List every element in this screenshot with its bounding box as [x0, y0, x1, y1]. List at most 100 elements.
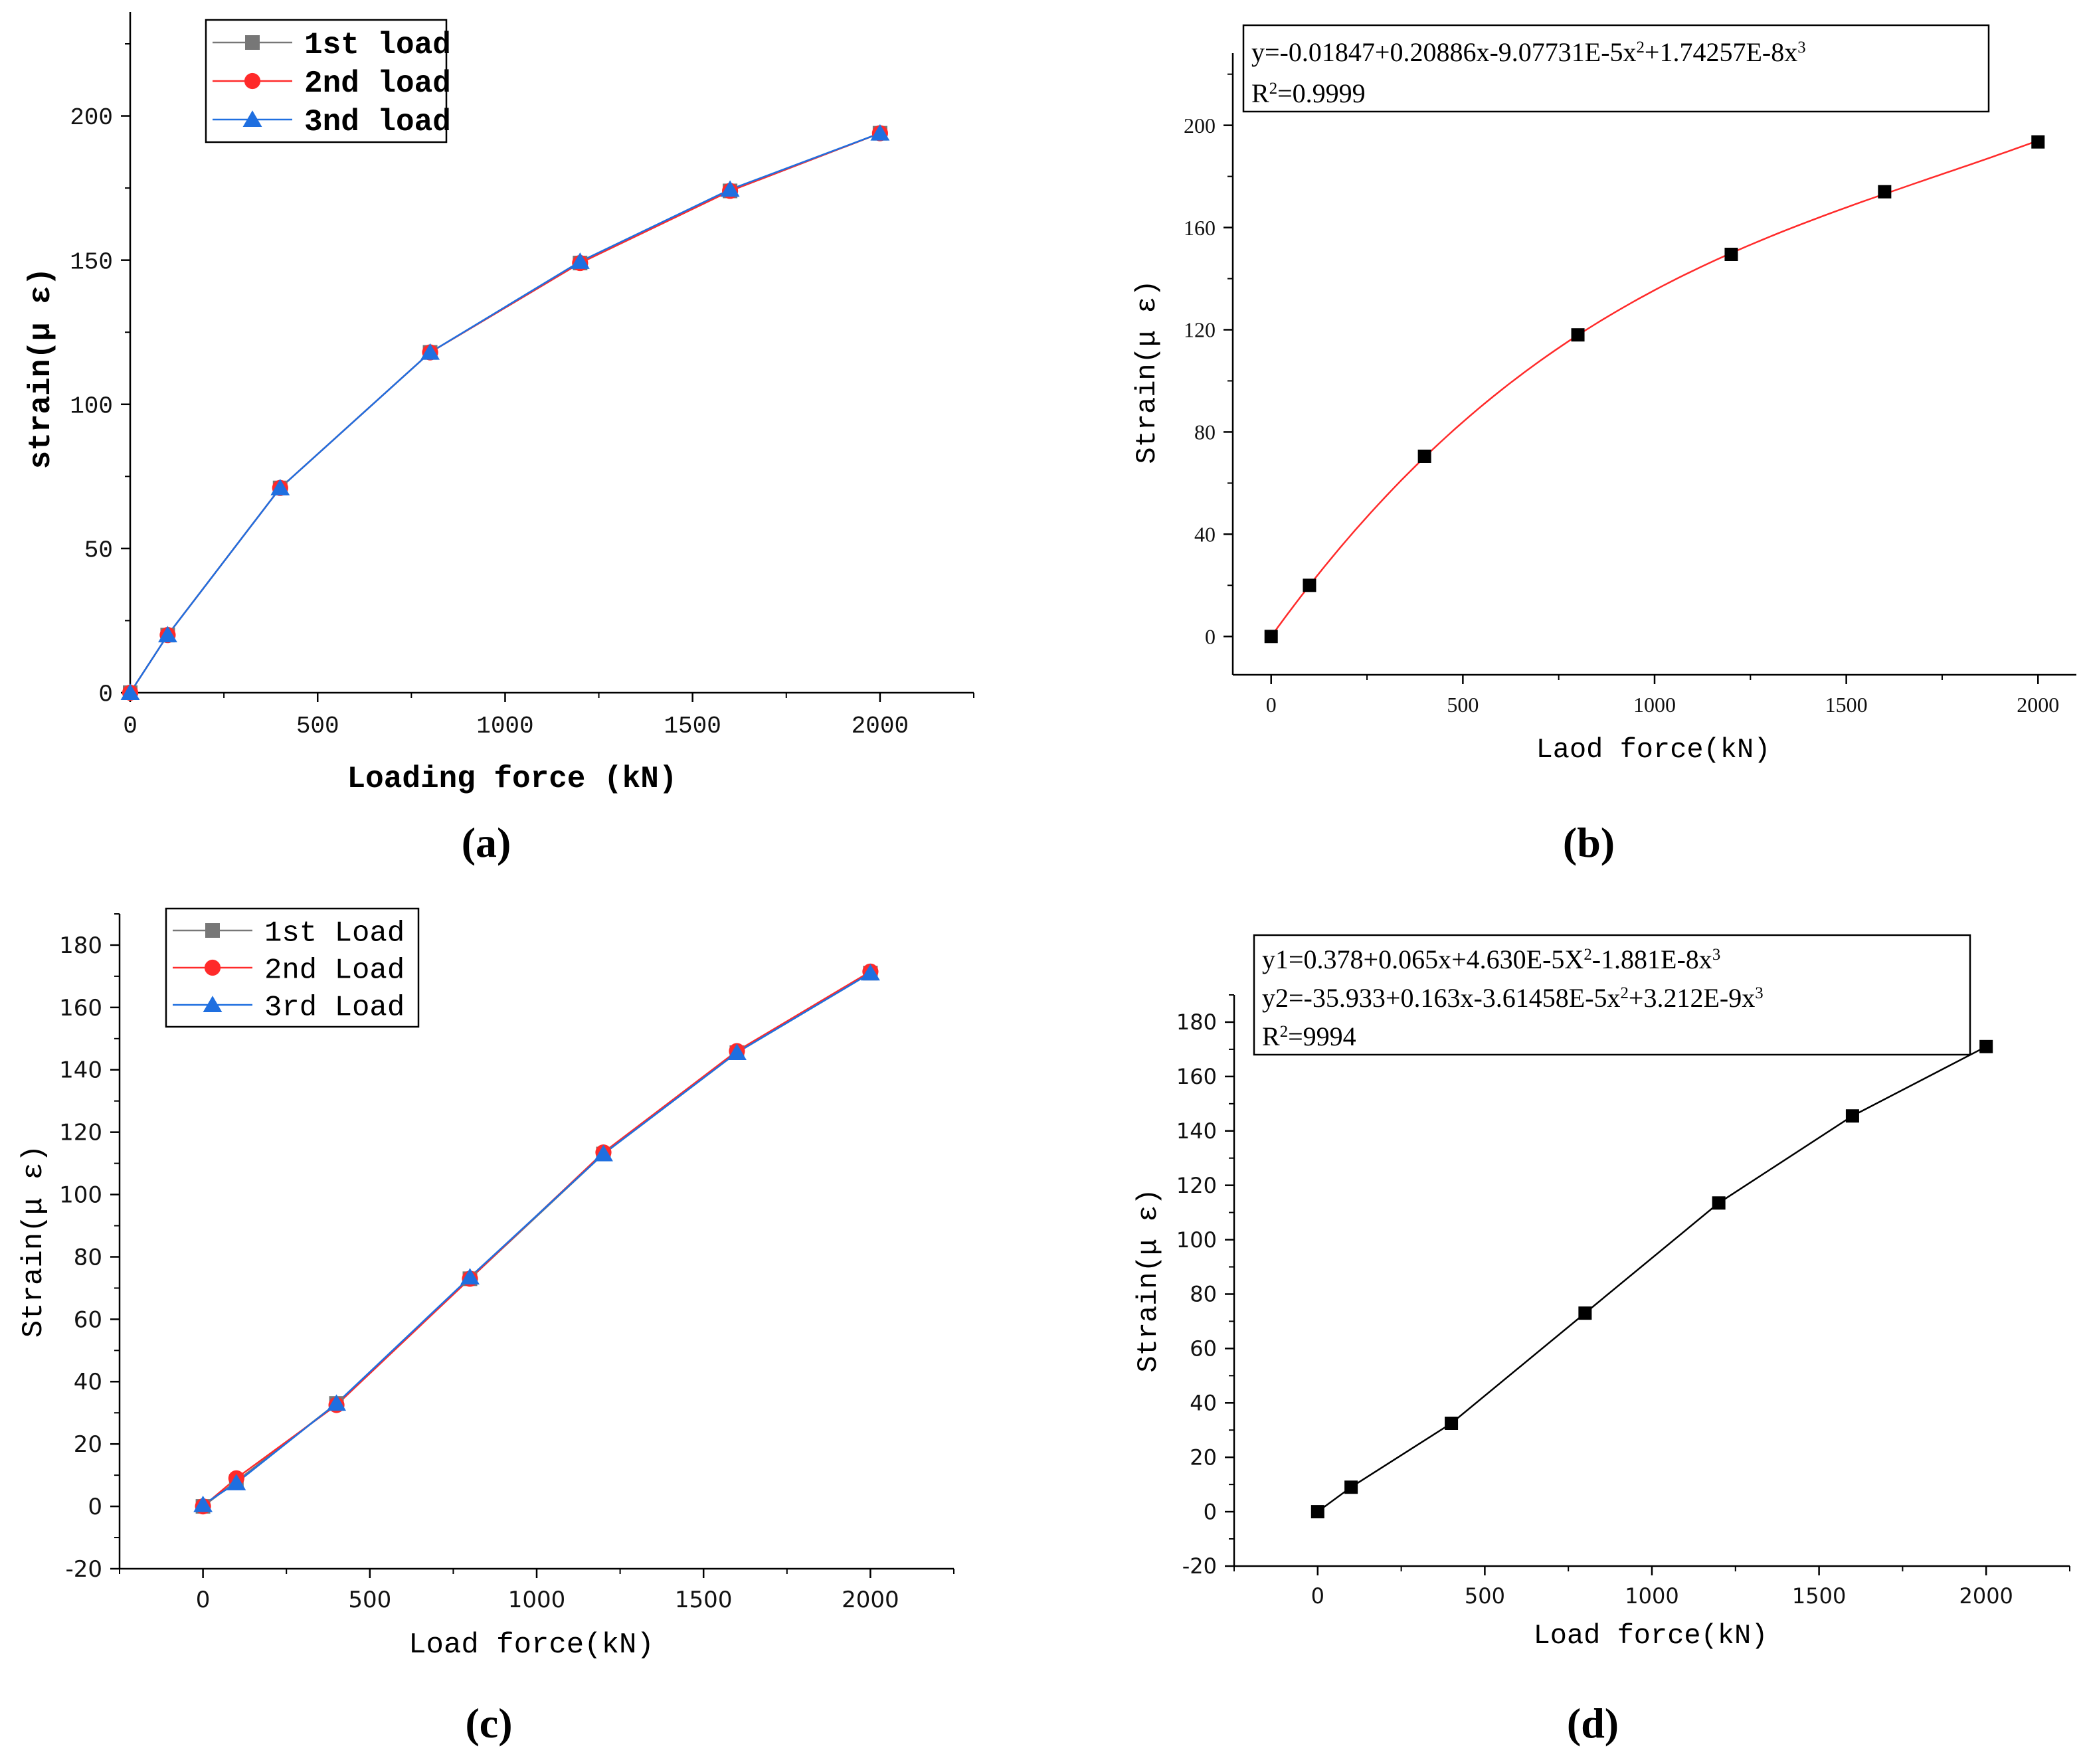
panel-a: 0 500 1000 1500 2000 0 50 100 150 200 Loading forc… — [24, 12, 974, 866]
y-axis-title: Strain(μ ε) — [1131, 280, 1163, 464]
y-tick-label: 40 — [1194, 523, 1216, 547]
y-tick-label: 120 — [1176, 1173, 1217, 1198]
y-tick-label: 160 — [1176, 1064, 1217, 1089]
data-point-series-0 — [1445, 1417, 1459, 1430]
data-point-series-0 — [1724, 247, 1738, 261]
annotation-text: +3.212E-9x — [1629, 983, 1755, 1013]
y-tick-label: 180 — [59, 932, 102, 959]
x-tick-label: 1500 — [675, 1587, 733, 1613]
annotation-text: =0.9999 — [1277, 78, 1366, 108]
equation-y1-text: y1=0.378+0.065x+4.630E-5X2-1.881E-8x3 — [1262, 944, 1720, 974]
data-point-series-0 — [1712, 1196, 1726, 1210]
x-tick-label: 500 — [1447, 693, 1479, 717]
x-tick-label: 1500 — [664, 713, 721, 740]
x-tick-label: 500 — [1465, 1583, 1505, 1609]
x-tick-label: 0 — [123, 713, 137, 740]
x-tick-label: 2000 — [842, 1587, 899, 1613]
y-tick-label: 180 — [1176, 1010, 1217, 1035]
data-point-series-0 — [1845, 1109, 1859, 1123]
legend-marker — [203, 996, 223, 1012]
fit-equation-text: y=-0.01847+0.20886x-9.07731E-5x2+1.74257… — [1251, 37, 1806, 67]
superscript: 2 — [1584, 946, 1591, 964]
x-axis-title: Laod force(kN) — [1536, 734, 1771, 766]
legend-marker — [245, 35, 260, 50]
y-tick-label: 160 — [59, 995, 102, 1021]
panel-b: 0 500 1000 1500 2000 0 40 80 120 160 200 Laod force… — [1131, 24, 2076, 866]
superscript: 2 — [1621, 984, 1629, 1002]
y-tick-label: 140 — [59, 1057, 102, 1084]
legend-marker — [204, 959, 221, 976]
y-axis-title: Strain(μ ε) — [17, 1145, 50, 1338]
x-tick-label: 0 — [1266, 693, 1277, 717]
y-axis-title: strain(μ ε) — [24, 268, 58, 470]
y-tick-label: 0 — [98, 681, 113, 709]
y-tick-label: 80 — [1190, 1282, 1217, 1307]
legend-label: 1st Load — [264, 917, 405, 950]
panel-caption: (b) — [1563, 819, 1615, 866]
annotation-text: R — [1251, 78, 1269, 108]
annotation-text: R — [1262, 1021, 1280, 1051]
y-tick-label: 100 — [59, 1182, 102, 1208]
y-tick-label: 0 — [1205, 624, 1216, 648]
x-tick-label: 0 — [196, 1587, 211, 1613]
superscript: 3 — [1797, 39, 1805, 56]
series-line-2 — [202, 972, 871, 1506]
superscript: 2 — [1269, 80, 1277, 98]
annotation-text: -1.881E-8x — [1592, 944, 1712, 974]
data-point-series-0 — [1303, 578, 1316, 592]
y-tick-label: 150 — [70, 248, 113, 276]
data-point-series-0 — [1979, 1039, 1993, 1053]
y-tick-label: 0 — [1204, 1499, 1217, 1524]
equation-box — [1242, 24, 1990, 113]
data-point-series-2 — [720, 180, 740, 197]
fit-curve — [1270, 139, 2038, 638]
superscript: 2 — [1637, 39, 1645, 56]
legend-label: 2nd load — [304, 66, 451, 101]
x-tick-label: 1500 — [1792, 1583, 1846, 1609]
data-point-series-0 — [1311, 1505, 1324, 1519]
legend-label: 2nd Load — [264, 954, 405, 987]
panel-caption: (c) — [465, 1700, 512, 1747]
y-tick-label: 50 — [84, 537, 113, 564]
data-point-series-0 — [1264, 630, 1278, 644]
annotation-text: y1=0.378+0.065x+4.630E-5X — [1262, 944, 1584, 974]
series-line-1 — [202, 970, 871, 1508]
y-tick-label: 100 — [1176, 1227, 1217, 1253]
series-line-0 — [202, 972, 871, 1508]
y-tick-label: 40 — [1190, 1390, 1217, 1415]
data-point-series-2 — [270, 478, 290, 495]
y-tick-label: -20 — [1182, 1553, 1217, 1579]
data-point-series-2 — [870, 124, 890, 141]
data-point-series-2 — [460, 1268, 480, 1284]
data-point-series-2 — [327, 1394, 346, 1411]
series-line-1 — [129, 132, 881, 693]
legend-label: 3nd load — [304, 105, 451, 139]
panel-caption: (a) — [462, 819, 511, 866]
x-tick-label: 500 — [348, 1587, 391, 1613]
x-tick-label: 2000 — [1959, 1583, 2013, 1609]
y-tick-label: 140 — [1176, 1118, 1217, 1144]
r-squared-text: R2=9994 — [1262, 1021, 1356, 1051]
y-tick-label: 200 — [70, 104, 113, 132]
y-tick-label: 40 — [74, 1369, 102, 1395]
superscript: 3 — [1712, 946, 1720, 964]
r-squared-text: R2=0.9999 — [1251, 78, 1366, 108]
x-axis-title: Load force(kN) — [1534, 1620, 1768, 1652]
y-tick-label: 160 — [1184, 216, 1216, 240]
x-tick-label: 500 — [296, 713, 339, 740]
data-point-series-2 — [860, 964, 880, 981]
y-tick-label: 120 — [59, 1120, 102, 1146]
y-tick-label: 100 — [70, 393, 113, 420]
panel-c: 0 500 1000 1500 2000 -20 0 20 40 60 80 100 120 140 160… — [17, 907, 954, 1747]
x-tick-label: 1000 — [1633, 693, 1676, 717]
data-point-series-2 — [594, 1144, 613, 1162]
y-tick-label: 80 — [1194, 420, 1216, 444]
y-tick-label: 20 — [74, 1431, 102, 1458]
data-point-series-2 — [158, 626, 177, 643]
equation-y2-text: y2=-35.933+0.163x-3.61458E-5x2+3.212E-9x… — [1262, 983, 1764, 1013]
y-tick-label: 200 — [1184, 114, 1216, 137]
superscript: 3 — [1755, 984, 1763, 1002]
data-point-series-2 — [226, 1474, 246, 1490]
series-line-2 — [129, 132, 881, 693]
